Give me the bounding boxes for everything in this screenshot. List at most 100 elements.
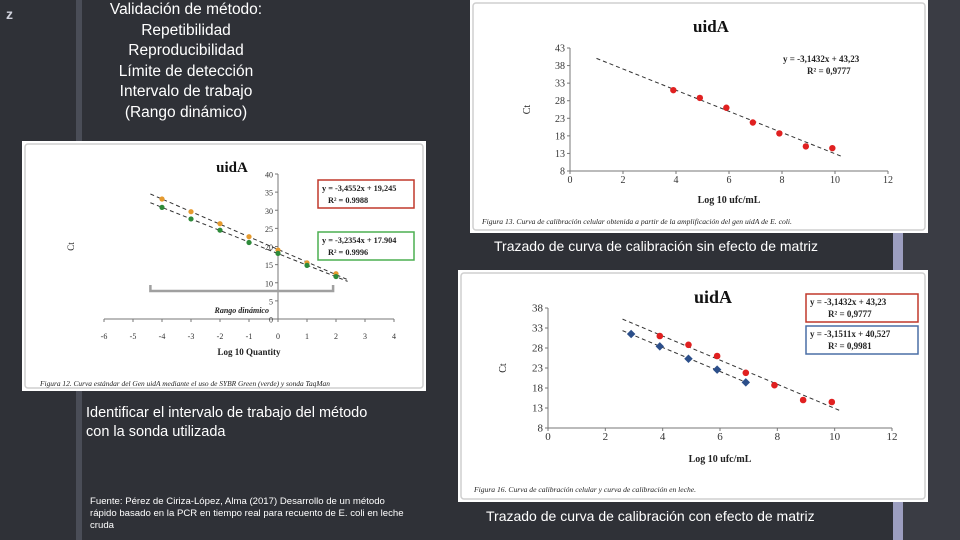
standard-curve-chart: uidA-6 -5 -4 -3 -2 -1 0 1 2 3 40510152025303540Log… — [24, 143, 424, 389]
method-validation-list: Validación de método: Repetibilidad Repr… — [88, 0, 284, 123]
calibration-no-matrix-chart: uidA 0 2 4 6 8 10 12 8 13 18 23 28 33 38 43 Log 10 ufc/m… — [472, 2, 926, 231]
calibration-matrix-chart: uidA 0 2 4 6 8 10 12 8 13 18 23 28 33 38 Log 10 ufc/mL C… — [460, 272, 926, 500]
x-tick-label: 1 — [305, 332, 309, 341]
x-tick-label: -4 — [159, 332, 166, 341]
y-tick-label: 13 — [532, 403, 544, 415]
source-citation: Fuente: Pérez de Ciriza-López, Alma (201… — [90, 496, 404, 531]
trendline — [622, 330, 749, 384]
x-tick-label: 3 — [363, 332, 367, 341]
r-squared-label: R² = 0.9996 — [328, 248, 368, 257]
data-point — [696, 94, 704, 102]
chart-title: uidA — [693, 17, 730, 36]
chart-frame — [472, 2, 926, 231]
y-tick-label: 18 — [532, 383, 544, 395]
data-point — [712, 365, 722, 374]
y-tick-label: 18 — [555, 131, 565, 142]
y-tick-label: 28 — [532, 343, 544, 355]
data-point — [159, 196, 165, 202]
y-tick-label: 30 — [265, 207, 273, 216]
equation-box — [317, 231, 415, 261]
data-point — [742, 369, 750, 377]
data-point — [217, 227, 223, 233]
y-tick-label: 13 — [555, 149, 565, 160]
figure-standard-curve: uidA -6 -5 -4 -3 -2 -1 0 1 2 3 4 0 5 10 15 20 25 30 35 40 Log… — [22, 141, 426, 391]
y-tick-label: 25 — [265, 225, 273, 234]
data-point — [741, 378, 751, 387]
x-tick-label: 8 — [775, 431, 781, 443]
equation-box — [317, 179, 415, 209]
y-tick-label: 28 — [555, 96, 565, 107]
x-tick-label: 0 — [545, 431, 551, 443]
trendline — [596, 57, 844, 158]
x-tick-label: -6 — [101, 332, 108, 341]
method-line: Reproducibilidad — [128, 42, 244, 59]
method-line: Validación de método: — [109, 1, 263, 18]
x-tick-label: 4 — [660, 431, 666, 443]
x-tick-label: -1 — [246, 332, 253, 341]
trendline — [622, 318, 841, 412]
x-tick-label: 8 — [780, 175, 785, 186]
data-point — [713, 352, 721, 360]
data-point — [685, 341, 692, 349]
dynamic-range-label: Rango dinámico — [214, 306, 269, 315]
r-squared-label: R² = 0,9981 — [828, 341, 872, 351]
data-point — [188, 209, 194, 215]
data-point — [275, 250, 281, 256]
x-tick-label: 2 — [603, 431, 609, 443]
equation-box — [805, 325, 919, 355]
data-point — [188, 216, 194, 222]
method-line: Intervalo de trabajo — [119, 83, 253, 100]
data-point — [829, 144, 836, 152]
equation-label: y = -3,4552x + 19,245 — [322, 184, 396, 193]
figure-caption: Figura 13. Curva de calibración celular … — [481, 217, 792, 226]
figure-caption: Figura 16. Curva de calibración celular … — [473, 485, 696, 494]
method-line: Repetibilidad — [141, 21, 231, 39]
figure-caption: Figura 12. Curva estándar del Gen uidA m… — [39, 379, 330, 388]
y-tick-label: 43 — [555, 44, 565, 55]
x-tick-label: 6 — [727, 175, 732, 186]
caption-matrix: Trazado de curva de calibración con efec… — [486, 508, 815, 524]
y-tick-label: 38 — [532, 303, 544, 315]
identify-range-text: Identificar el intervalo de trabajo del … — [86, 405, 368, 440]
x-tick-label: 2 — [621, 175, 626, 186]
y-tick-label: 20 — [265, 243, 273, 252]
figure-calibration-matrix: uidA 0 2 4 6 8 10 12 8 13 18 23 28 33 38 Log 10 ufc/mL C… — [458, 270, 928, 502]
x-tick-label: 6 — [717, 431, 723, 443]
figure-calibration-no-matrix: uidA 0 2 4 6 8 10 12 8 13 18 23 28 33 38 43 Log 10 ufc/m… — [470, 0, 928, 233]
y-axis-label: Ct — [522, 105, 533, 115]
chart-title: uidA — [216, 160, 248, 176]
data-point — [828, 398, 836, 406]
data-point — [656, 332, 664, 340]
y-axis-label: Ct — [498, 363, 509, 373]
x-axis-label: Log 10 Quantity — [217, 347, 281, 357]
x-tick-label: 10 — [829, 431, 841, 443]
y-tick-label: 40 — [265, 171, 273, 180]
data-point — [771, 381, 778, 389]
data-point — [217, 221, 223, 227]
method-line: Límite de detección — [118, 62, 254, 80]
y-tick-label: 33 — [555, 79, 565, 90]
y-tick-label: 35 — [265, 189, 273, 198]
equation-label: y = -3,1511x + 40,527 — [810, 329, 891, 339]
data-point — [749, 119, 757, 126]
y-tick-label: 15 — [265, 261, 273, 270]
y-tick-label: 23 — [532, 363, 544, 375]
chart-frame — [460, 272, 926, 500]
x-tick-label: 12 — [887, 431, 898, 443]
data-point — [304, 262, 310, 268]
logo-icon: z — [6, 6, 13, 22]
equation-box — [805, 293, 919, 323]
y-tick-label: 5 — [269, 297, 273, 306]
data-point — [799, 396, 807, 404]
y-tick-label: 23 — [555, 114, 565, 125]
y-tick-label: 10 — [265, 279, 273, 288]
caption-no-matrix: Trazado de curva de calibración sin efec… — [494, 238, 818, 254]
data-point — [684, 354, 693, 364]
r-squared-label: R² = 0,9777 — [807, 66, 851, 76]
data-point — [333, 273, 339, 280]
y-tick-label: 8 — [560, 167, 565, 178]
r-squared-label: R² = 0.9988 — [328, 196, 368, 205]
y-axis-label: Ct — [66, 242, 76, 251]
data-point — [246, 239, 252, 246]
r-squared-label: R² = 0,9777 — [828, 309, 872, 319]
